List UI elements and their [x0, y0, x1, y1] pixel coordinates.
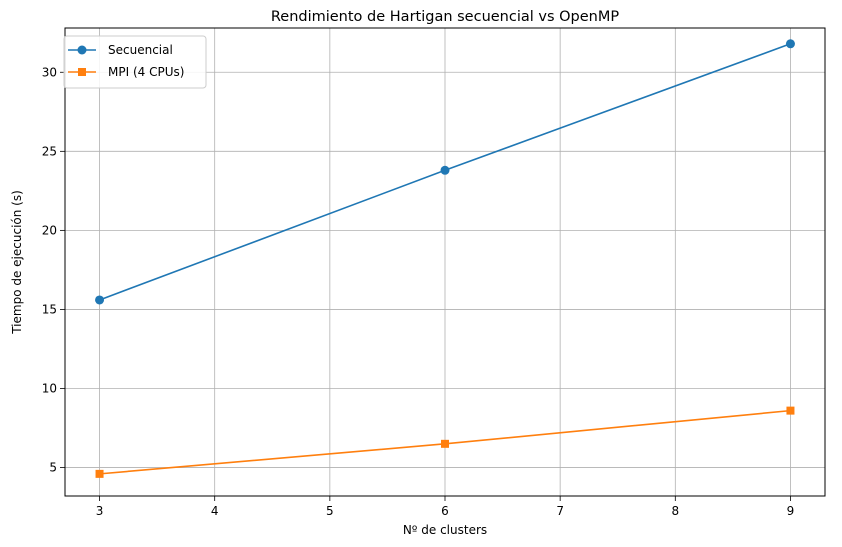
point-mpi-1: [441, 439, 449, 448]
y-axis-ticks: 5 10 15 20 25 30: [42, 65, 65, 475]
y-axis-label: Tiempo de ejecución (s): [10, 190, 24, 335]
x-tick-label-5: 8: [671, 504, 679, 518]
y-tick-label-3: 20: [42, 223, 57, 237]
point-secuencial-2: [785, 39, 795, 49]
x-axis-ticks: 3 4 5 6 7 8 9: [96, 496, 795, 518]
legend: Secuencial MPI (4 CPUs): [63, 35, 207, 89]
x-tick-label-1: 4: [211, 504, 219, 518]
point-mpi-0: [95, 469, 104, 478]
legend-label-secuencial: Secuencial: [108, 43, 173, 57]
point-mpi-2: [786, 406, 795, 415]
point-secuencial-1: [440, 165, 450, 175]
x-tick-label-2: 5: [326, 504, 334, 518]
y-tick-label-2: 15: [42, 302, 57, 316]
x-tick-label-6: 9: [787, 504, 795, 518]
y-tick-label-1: 10: [42, 381, 57, 395]
chart-title: Rendimiento de Hartigan secuencial vs Op…: [271, 9, 620, 25]
grid: [65, 28, 825, 496]
y-tick-label-5: 30: [42, 65, 57, 79]
x-tick-label-3: 6: [441, 504, 449, 518]
x-tick-label-0: 3: [96, 504, 104, 518]
y-tick-label-4: 25: [42, 144, 57, 158]
point-secuencial-0: [95, 295, 105, 305]
x-tick-label-4: 7: [556, 504, 564, 518]
x-axis-label: Nº de clusters: [403, 523, 487, 537]
legend-marker-mpi: [78, 68, 86, 76]
legend-marker-secuencial: [77, 45, 87, 55]
legend-label-mpi: MPI (4 CPUs): [108, 65, 184, 79]
series-layer: [95, 39, 795, 478]
y-tick-label-0: 5: [49, 461, 57, 475]
legend-box: [63, 35, 207, 89]
